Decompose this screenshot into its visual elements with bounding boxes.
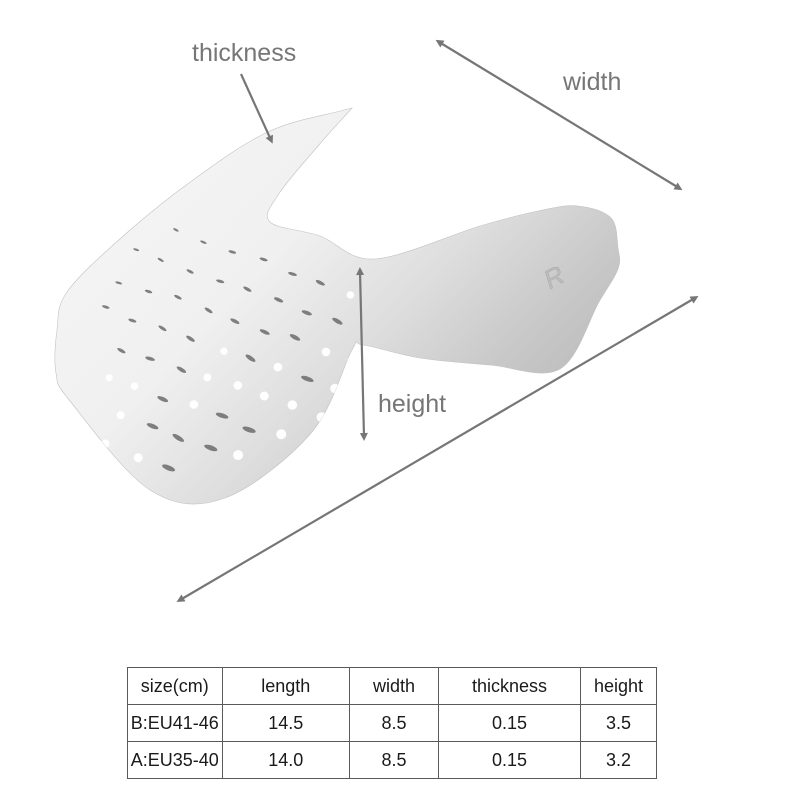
svg-text:width: width bbox=[562, 68, 621, 96]
svg-text:height: height bbox=[378, 390, 446, 418]
svg-text:thickness: thickness bbox=[192, 39, 296, 67]
